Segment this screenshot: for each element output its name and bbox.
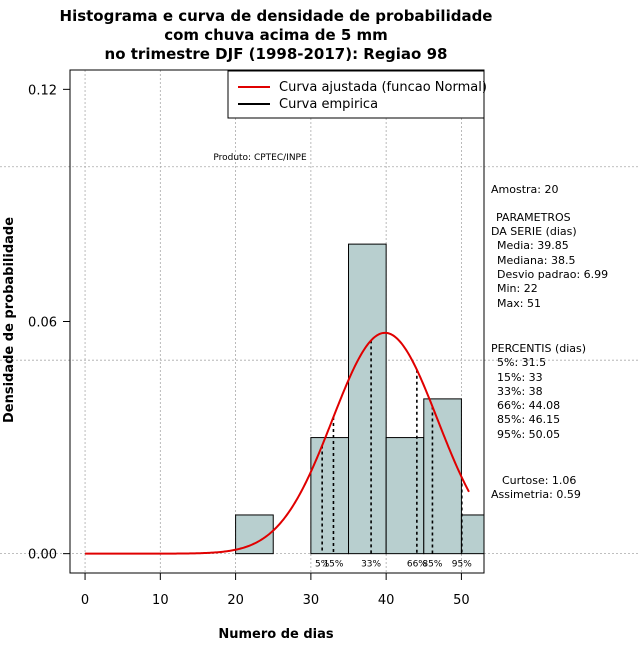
stat-param-header-2: DA SERIE (dias) — [491, 225, 577, 238]
stat-assimetria: Assimetria: 0.59 — [491, 488, 581, 501]
histogram-bar — [348, 243, 387, 555]
stat-p66: 66%: 44.08 — [497, 399, 560, 412]
stat-p33: 33%: 38 — [497, 385, 543, 398]
normal-fit-curve — [85, 331, 470, 555]
chart-title-line-3: no trimestre DJF (1998-2017): Regiao 98 — [105, 45, 448, 63]
x-tick-label: 40 — [378, 593, 395, 608]
statistics-panel: Amostra: 20 PARAMETROS DA SERIE (dias) M… — [491, 183, 608, 501]
percentile-label: 95% — [452, 560, 472, 570]
y-axis: 0.00 0.06 0.12 — [28, 83, 71, 563]
legend: Curva ajustada (funcao Normal) Curva emp… — [227, 70, 487, 119]
histogram-bar — [235, 514, 274, 555]
stat-p95: 95%: 50.05 — [497, 428, 560, 441]
histogram-bar — [423, 398, 462, 555]
stat-p5: 5%: 31.5 — [497, 356, 546, 369]
x-tick-label: 20 — [227, 593, 244, 608]
stat-p15: 15%: 33 — [497, 371, 543, 384]
legend-box — [227, 70, 485, 119]
y-tick-label: 0.06 — [28, 316, 57, 331]
x-tick-label: 30 — [303, 593, 320, 608]
stat-param-header-1: PARAMETROS — [496, 211, 571, 224]
histogram-bar — [310, 437, 350, 555]
x-axis: 0 10 20 30 40 50 — [81, 572, 470, 608]
histogram-bar — [385, 437, 425, 555]
x-tick-label: 0 — [81, 593, 89, 608]
percentile-label: 15% — [323, 560, 343, 570]
normal-curve-layer — [85, 331, 470, 555]
x-axis-title: Numero de dias — [218, 627, 334, 642]
chart-title-line-1: Histograma e curva de densidade de proba… — [60, 7, 493, 25]
percentile-lines: 5%15% 33% 66%85% 95% — [315, 340, 472, 570]
histogram-bars — [235, 243, 484, 555]
x-tick-label: 50 — [453, 593, 470, 608]
histogram-bar — [460, 514, 484, 555]
y-tick-label: 0.00 — [28, 548, 57, 563]
percentile-label: 33% — [361, 560, 381, 570]
stat-desvio: Desvio padrao: 6.99 — [497, 268, 608, 281]
legend-label-fit: Curva ajustada (funcao Normal) — [279, 80, 487, 95]
stat-curtose: Curtose: 1.06 — [502, 474, 576, 487]
stat-percentis-header: PERCENTIS (dias) — [491, 342, 586, 355]
y-tick-label: 0.12 — [28, 83, 57, 98]
chart-title-line-2: com chuva acima de 5 mm — [164, 26, 388, 44]
stat-media: Media: 39.85 — [497, 239, 569, 252]
y-axis-title: Densidade de probabilidade — [2, 217, 17, 423]
percentile-label: 66% — [407, 560, 427, 570]
stat-mediana: Mediana: 38.5 — [497, 254, 575, 267]
percentile-label: 85% — [422, 560, 442, 570]
stat-p85: 85%: 46.15 — [497, 413, 560, 426]
stat-min: Min: 22 — [497, 282, 538, 295]
stat-amostra: Amostra: 20 — [491, 183, 558, 196]
credit-label: Produto: CPTEC/INPE — [213, 153, 307, 163]
x-tick-label: 10 — [152, 593, 169, 608]
legend-label-empirical: Curva empirica — [279, 97, 378, 112]
stat-max: Max: 51 — [497, 297, 541, 310]
percentile-label: 5% — [315, 560, 330, 570]
